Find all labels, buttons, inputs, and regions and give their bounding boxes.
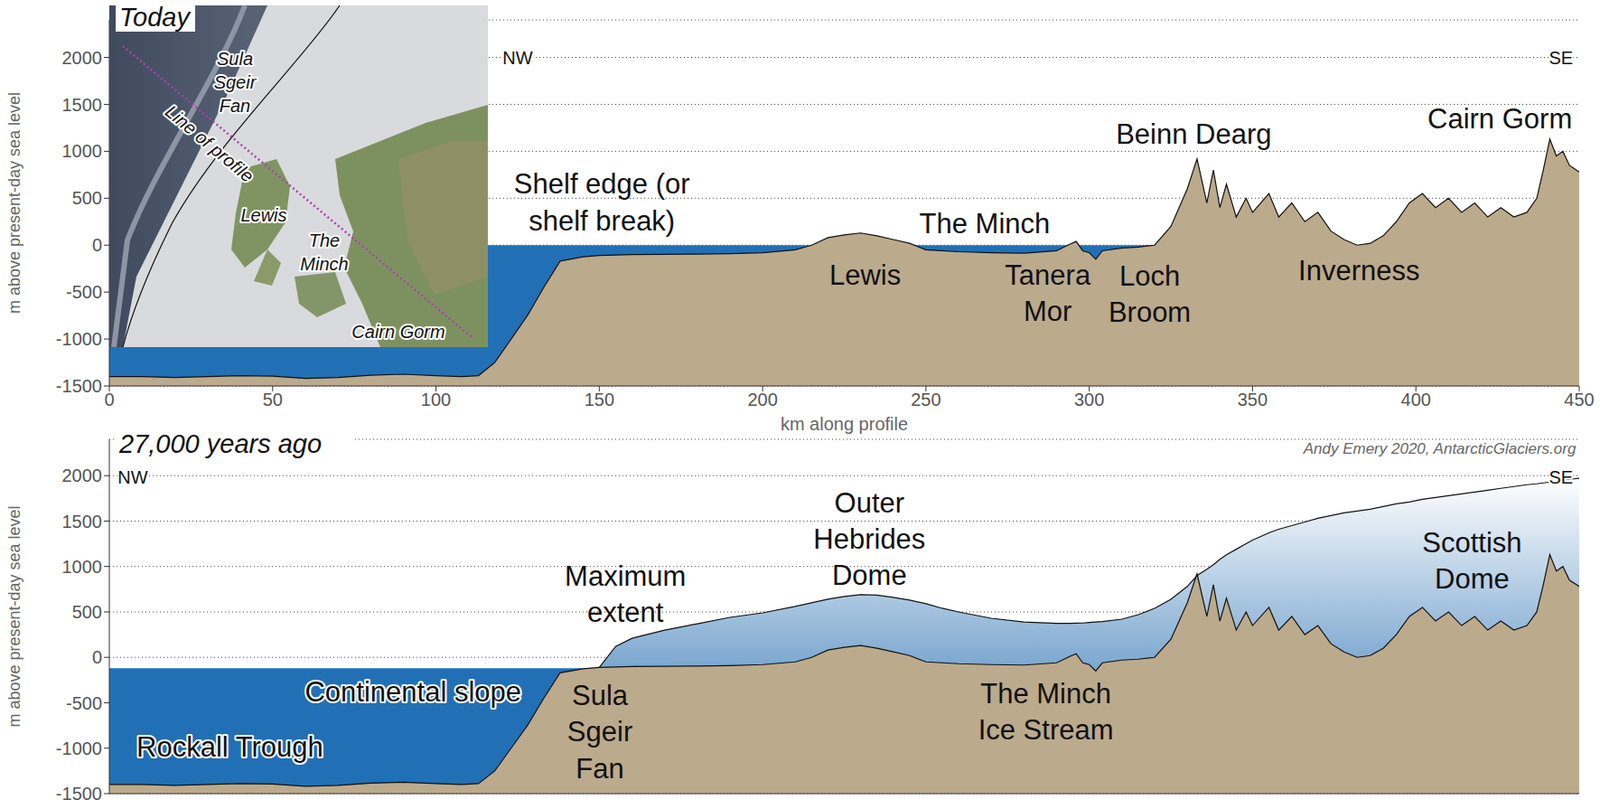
svg-text:-1500: -1500: [56, 375, 103, 396]
svg-text:Shelf edge (orshelf break): Shelf edge (orshelf break): [514, 168, 691, 236]
svg-text:LochBroom: LochBroom: [1108, 260, 1191, 328]
svg-text:km along profile: km along profile: [780, 413, 908, 434]
svg-text:SE: SE: [1548, 47, 1573, 68]
svg-text:1500: 1500: [62, 94, 103, 115]
svg-text:0: 0: [92, 234, 103, 255]
svg-text:450: 450: [1563, 389, 1594, 410]
svg-text:TheMinch: TheMinch: [299, 230, 348, 274]
svg-text:2000: 2000: [62, 465, 103, 486]
svg-text:TaneraMor: TaneraMor: [1004, 259, 1092, 328]
svg-text:NW: NW: [502, 47, 533, 68]
svg-text:SulaSgeirFan: SulaSgeirFan: [567, 679, 633, 785]
svg-text:Beinn Dearg: Beinn Dearg: [1115, 117, 1272, 150]
svg-text:500: 500: [72, 187, 103, 208]
svg-text:OuterHebridesDome: OuterHebridesDome: [813, 486, 926, 591]
svg-text:0: 0: [103, 389, 114, 410]
svg-text:m above present-day sea level: m above present-day sea level: [5, 92, 24, 314]
svg-text:0: 0: [92, 646, 103, 667]
svg-text:Lewis: Lewis: [240, 205, 287, 225]
svg-text:-1000: -1000: [56, 738, 103, 758]
svg-text:-1500: -1500: [56, 783, 103, 804]
svg-text:Lewis: Lewis: [829, 259, 901, 291]
svg-text:250: 250: [910, 389, 941, 410]
svg-text:Line of profile: Line of profile: [161, 101, 258, 187]
svg-text:-500: -500: [65, 281, 103, 302]
svg-text:100: 100: [421, 389, 451, 410]
svg-text:Maximumextent: Maximumextent: [564, 560, 686, 628]
svg-text:Today: Today: [119, 2, 191, 32]
svg-text:150: 150: [584, 389, 615, 410]
svg-text:27,000 years ago: 27,000 years ago: [118, 429, 322, 459]
svg-text:1000: 1000: [62, 556, 103, 577]
svg-text:400: 400: [1401, 389, 1432, 410]
svg-text:Rockall Trough: Rockall Trough: [136, 730, 324, 763]
svg-text:300: 300: [1074, 389, 1105, 410]
svg-text:NW: NW: [117, 467, 148, 487]
svg-text:1500: 1500: [62, 511, 103, 532]
svg-text:SE: SE: [1548, 467, 1573, 487]
svg-text:Andy Emery 2020, AntarcticGlac: Andy Emery 2020, AntarcticGlaciers.org: [1302, 439, 1577, 458]
svg-text:50: 50: [262, 389, 283, 410]
svg-text:2000: 2000: [62, 47, 103, 68]
svg-text:200: 200: [747, 389, 777, 410]
svg-text:350: 350: [1237, 389, 1268, 410]
svg-text:m above present-day sea level: m above present-day sea level: [5, 505, 24, 727]
svg-text:Continental slope: Continental slope: [304, 674, 522, 707]
svg-text:-1000: -1000: [56, 328, 103, 349]
svg-text:The Minch: The Minch: [919, 207, 1051, 240]
svg-text:Cairn Gorm: Cairn Gorm: [351, 321, 445, 342]
svg-text:500: 500: [72, 601, 103, 622]
svg-text:-500: -500: [65, 692, 103, 713]
svg-text:ScottishDome: ScottishDome: [1422, 525, 1522, 594]
svg-text:Inverness: Inverness: [1298, 254, 1420, 287]
svg-text:The MinchIce Stream: The MinchIce Stream: [978, 676, 1114, 745]
svg-text:SulaSgeirFan: SulaSgeirFan: [214, 48, 258, 116]
svg-text:Cairn Gorm: Cairn Gorm: [1427, 102, 1572, 134]
svg-text:1000: 1000: [62, 140, 103, 161]
